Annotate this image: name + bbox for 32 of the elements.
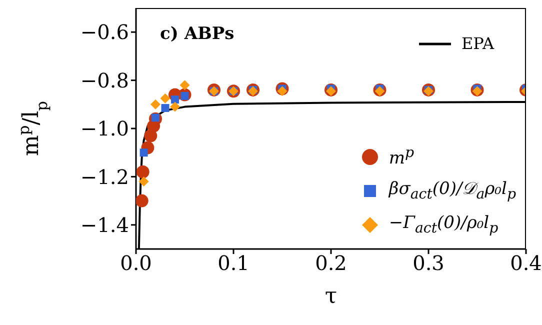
- x-axis-title: τ: [324, 284, 338, 309]
- x-tick-label: 0.4: [510, 251, 542, 276]
- point: [424, 86, 434, 96]
- point: [171, 96, 179, 104]
- point: [180, 80, 190, 90]
- point: [277, 86, 288, 96]
- x-tick-label: 0.0: [120, 251, 152, 276]
- point: [140, 148, 148, 157]
- point: [326, 86, 336, 96]
- point: [136, 194, 148, 208]
- point: [138, 176, 149, 187]
- point: [136, 165, 150, 178]
- x-tick-label: 0.1: [218, 251, 250, 276]
- y-tick-label: −1.0: [80, 116, 129, 141]
- point: [150, 99, 160, 110]
- x-tick-label: 0.3: [412, 251, 444, 276]
- point: [160, 93, 170, 104]
- y-tick-label: −0.8: [80, 68, 129, 92]
- point: [170, 102, 180, 112]
- text: c) ABPs: [160, 24, 234, 44]
- legend-label: EPA: [461, 34, 494, 53]
- point: [248, 86, 258, 96]
- point: [472, 86, 482, 96]
- legend-label: βσ$_{act}$(0)/𝒟$_{a}$ρ₀l$_{p}$: [388, 179, 516, 203]
- point: [374, 86, 385, 96]
- y-tick-label: −0.6: [80, 20, 129, 44]
- x-tick-label: 0.2: [315, 251, 347, 276]
- legend-label: −Γ$_{act}$(0)/ρ₀l$_{p}$: [388, 213, 498, 237]
- y-tick-label: −1.2: [80, 164, 129, 189]
- y-tick-label: −1.4: [80, 213, 129, 237]
- point: [161, 104, 170, 112]
- legend-label: m$^{p}$: [388, 145, 414, 169]
